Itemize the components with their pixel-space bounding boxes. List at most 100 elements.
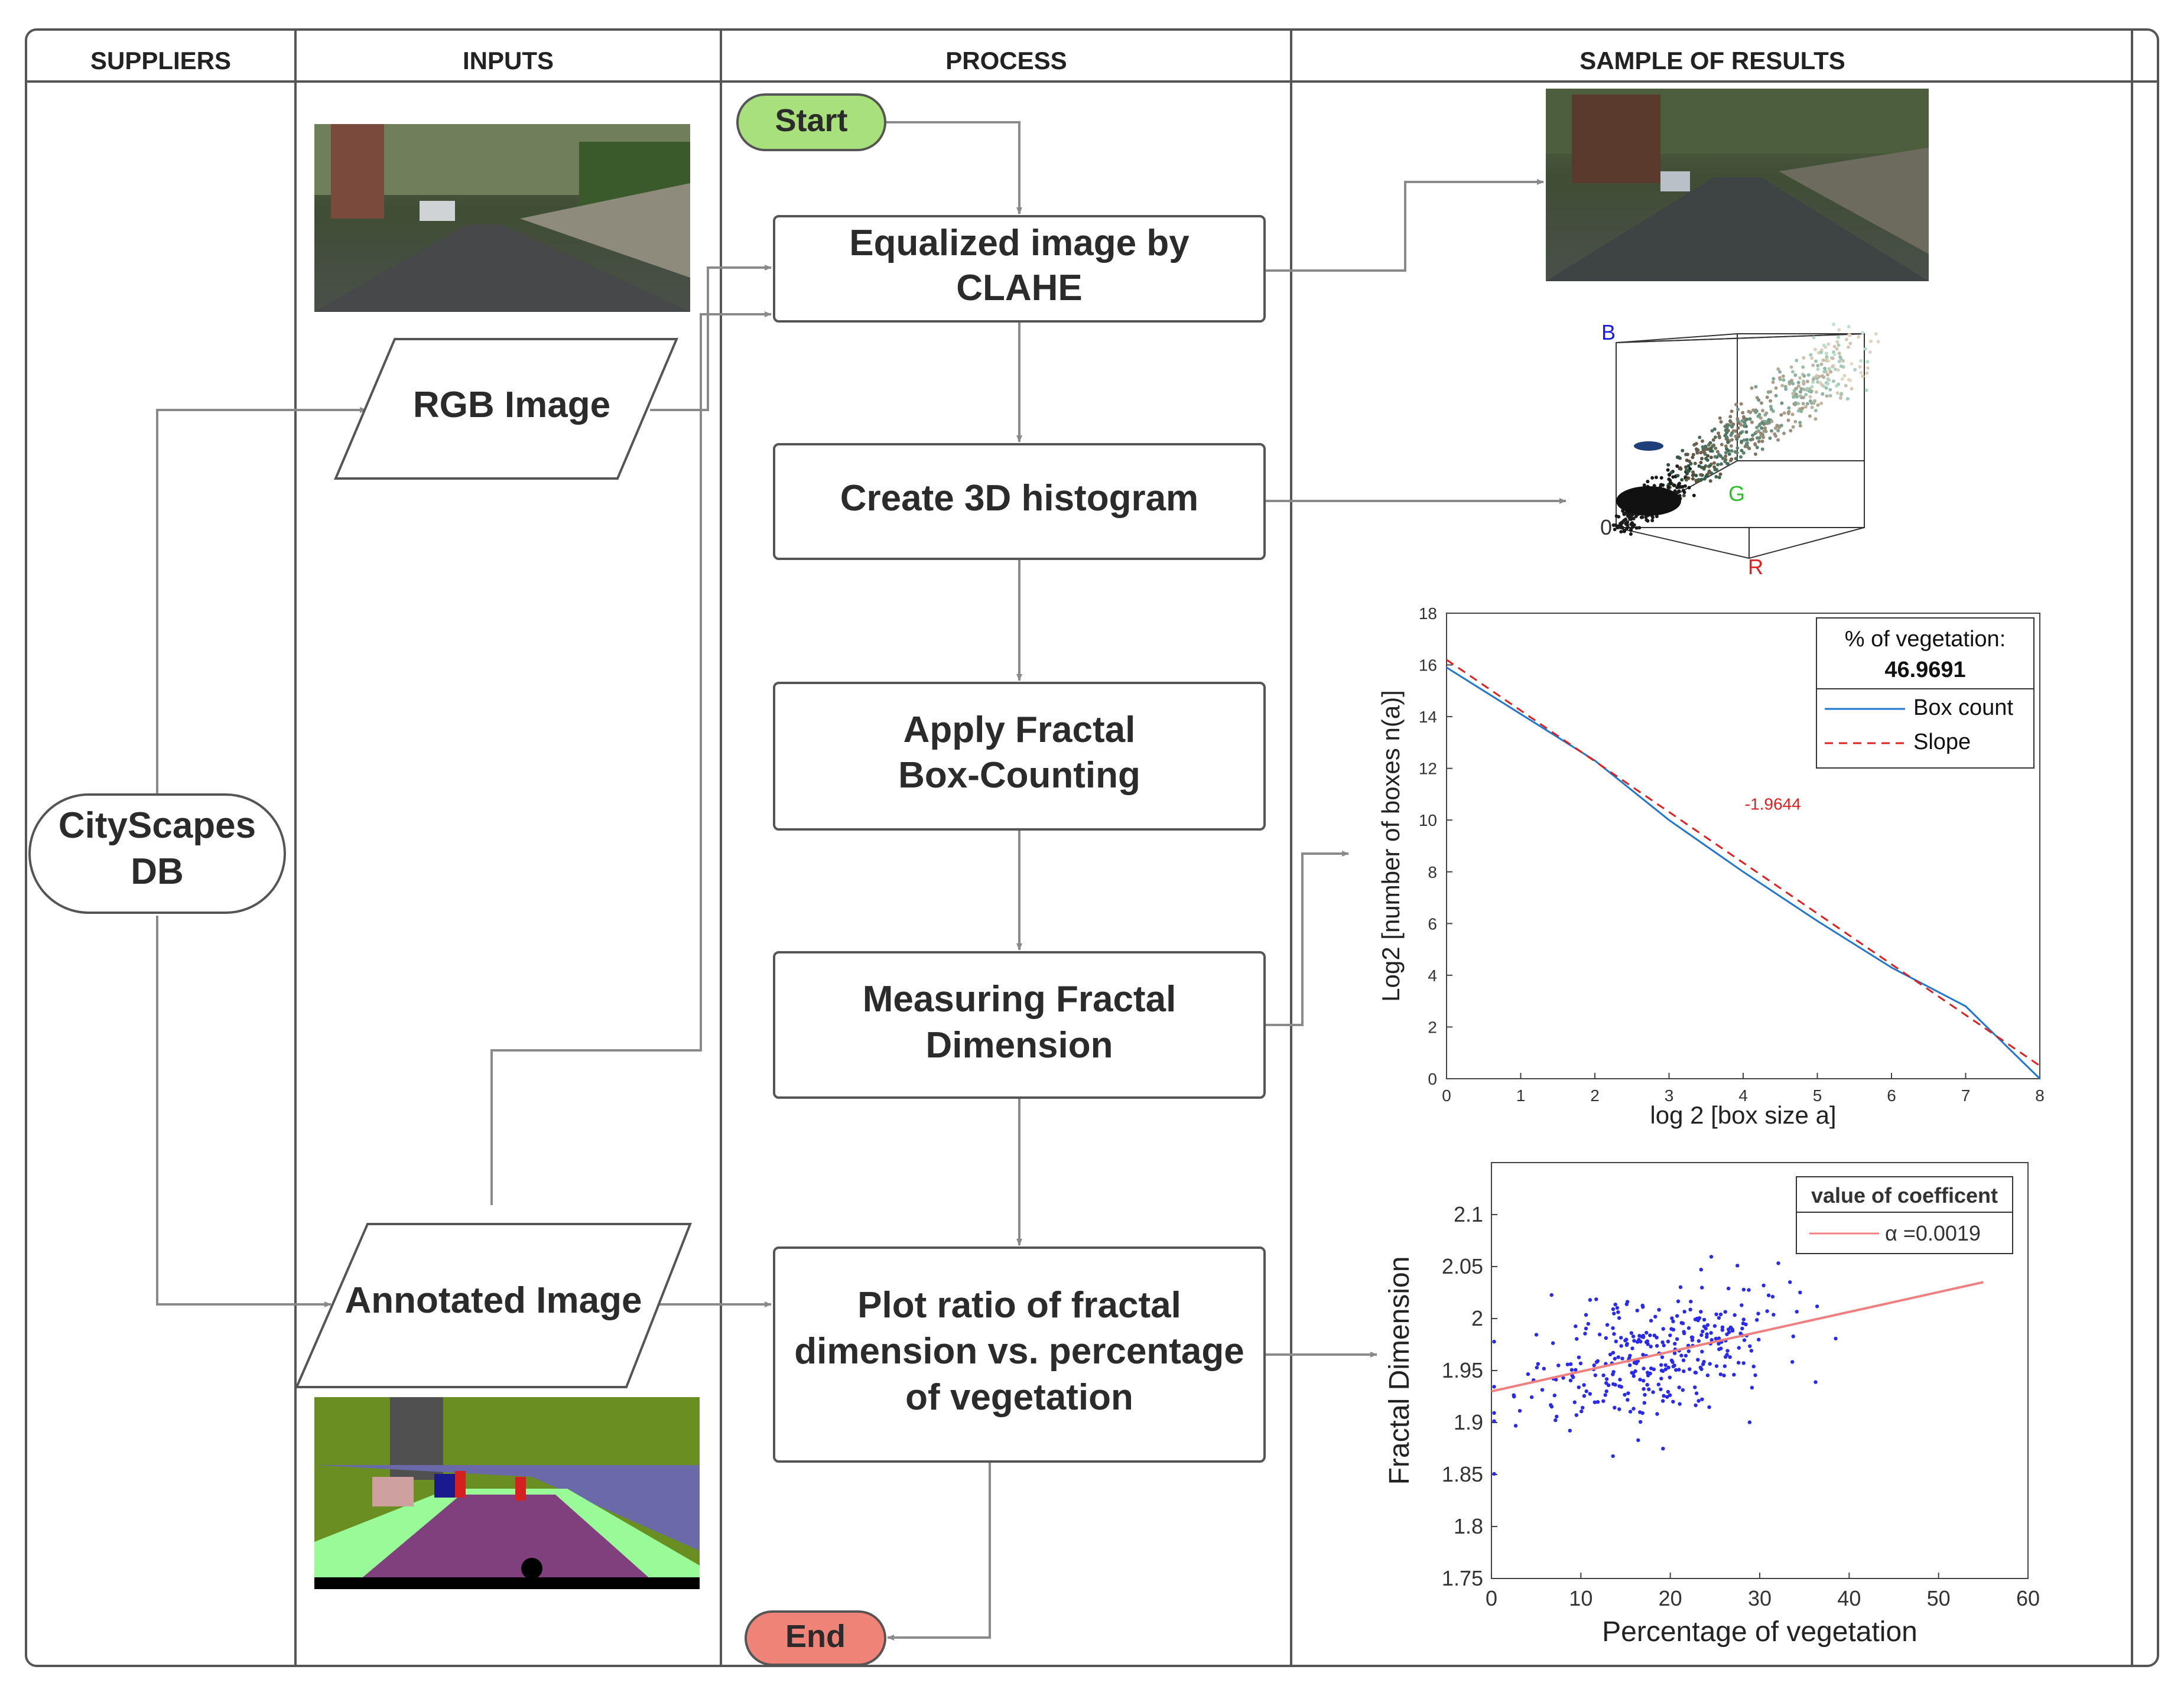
histogram-point [1724, 444, 1728, 448]
histogram-point [1832, 323, 1836, 326]
histogram-point [1740, 419, 1744, 423]
scatter-point [1712, 1324, 1717, 1328]
histogram-point [1711, 438, 1715, 442]
rgb-image-node[interactable]: RGB Image [333, 338, 679, 480]
scatter-point [1605, 1323, 1610, 1327]
scatter-point [1592, 1400, 1597, 1404]
scatter-point [1639, 1339, 1643, 1344]
histogram-point [1719, 420, 1723, 424]
scatter-point [1642, 1387, 1646, 1391]
start-terminal[interactable]: Start [736, 93, 886, 151]
histogram-point [1671, 475, 1675, 479]
scatter-point [1665, 1395, 1669, 1399]
histogram-point [1868, 350, 1872, 354]
scatter-point [1583, 1332, 1587, 1336]
histogram-point [1801, 402, 1805, 406]
scatter-point [1705, 1323, 1710, 1327]
histogram-point [1701, 445, 1705, 449]
scatter-point [1574, 1368, 1578, 1372]
scatter-point [1638, 1378, 1642, 1382]
histogram-point [1618, 524, 1622, 528]
scatter-point [1644, 1330, 1649, 1335]
histogram-point [1858, 365, 1862, 369]
histogram-point [1761, 409, 1764, 412]
histogram-point [1779, 413, 1783, 417]
histogram-point [1841, 359, 1845, 363]
x-tick-label: 20 [1659, 1586, 1682, 1610]
histogram-point [1624, 517, 1627, 522]
histogram-point [1798, 424, 1802, 428]
step-boxcounting-box[interactable]: Apply Fractal Box-Counting [773, 682, 1266, 831]
histogram-point [1728, 415, 1733, 419]
scatter-point [1723, 1310, 1727, 1314]
histogram-point [1685, 471, 1689, 476]
histogram-point [1764, 411, 1769, 415]
histogram-point [1706, 447, 1710, 451]
histogram-point [1778, 370, 1782, 374]
histogram-point [1776, 438, 1780, 442]
histogram-point [1734, 434, 1738, 438]
histogram-point [1700, 457, 1704, 461]
histogram-point [1675, 464, 1679, 468]
x-tick-label: 0 [1486, 1586, 1497, 1610]
scatter-point [1736, 1264, 1740, 1268]
histogram-point [1718, 416, 1722, 420]
lane-header-process: PROCESS [945, 47, 1067, 74]
x-tick-label: 60 [2016, 1586, 2040, 1610]
step-histogram-box[interactable]: Create 3D histogram [773, 443, 1266, 560]
lane-header-results: SAMPLE OF RESULTS [1580, 47, 1845, 74]
histogram-point [1712, 427, 1717, 431]
histogram-point [1824, 386, 1828, 390]
histogram-point [1816, 367, 1820, 371]
scatter-point [1626, 1398, 1630, 1402]
scatter-point [1710, 1338, 1714, 1342]
step-plot-ratio-box[interactable]: Plot ratio of fractal dimension vs. perc… [773, 1246, 1266, 1463]
histogram-point [1798, 421, 1802, 425]
histogram-point [1743, 422, 1747, 427]
histogram-point [1777, 376, 1782, 380]
histogram-point [1730, 409, 1734, 414]
swimlane-frame [25, 28, 2159, 1667]
scatter-point [1649, 1319, 1653, 1323]
histogram-point [1848, 341, 1852, 346]
scatter-point [1638, 1410, 1642, 1414]
histogram-point [1774, 386, 1778, 390]
scatter-point [1615, 1306, 1620, 1310]
legend-entry: α =0.0019 [1885, 1221, 1981, 1245]
scatter-point [1526, 1372, 1530, 1376]
histogram-point [1739, 402, 1743, 406]
histogram-point [1812, 336, 1816, 340]
annotated-image-node[interactable]: Annotated Image [294, 1223, 692, 1388]
scatter-point [1795, 1310, 1799, 1314]
histogram-point [1805, 387, 1809, 390]
scatter-point [1659, 1387, 1663, 1391]
scatter-point [1736, 1360, 1741, 1365]
scatter-point [1705, 1332, 1709, 1336]
scatter-point [1616, 1355, 1620, 1359]
histogram-point [1816, 363, 1820, 367]
end-terminal[interactable]: End [745, 1610, 886, 1666]
histogram-point [1719, 462, 1723, 466]
scatter-point [1750, 1385, 1754, 1390]
scatter-point [1642, 1401, 1646, 1405]
histogram-point [1748, 417, 1752, 421]
scatter-point [1625, 1300, 1630, 1304]
histogram-point [1768, 436, 1772, 440]
axis-b-label: B [1601, 320, 1616, 344]
scatter-point [1699, 1268, 1703, 1272]
histogram-point [1726, 462, 1730, 466]
scatter-point [1641, 1353, 1645, 1357]
x-tick-label: 3 [1665, 1086, 1674, 1105]
cityscapes-db-node[interactable]: CityScapes DB [28, 793, 286, 914]
annotated-image-thumbnail [314, 1397, 700, 1589]
scatter-point [1653, 1314, 1658, 1319]
scatter-point [1632, 1374, 1636, 1378]
scatter-point [1744, 1322, 1748, 1326]
scatter-point [1655, 1344, 1659, 1348]
scatter-point [1646, 1373, 1650, 1378]
scatter-point [1613, 1405, 1617, 1410]
histogram-point [1729, 444, 1733, 448]
histogram-point [1629, 528, 1633, 532]
step-fractal-dimension-box[interactable]: Measuring Fractal Dimension [773, 951, 1266, 1099]
step-clahe-box[interactable]: Equalized image by CLAHE [773, 215, 1266, 323]
